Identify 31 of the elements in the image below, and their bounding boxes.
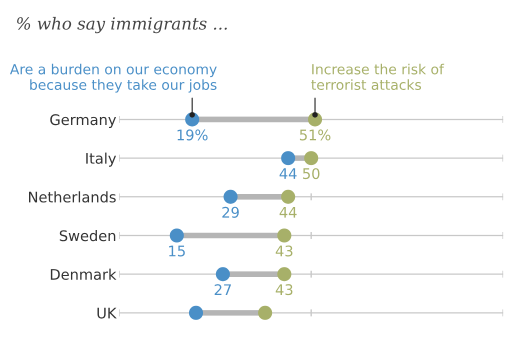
data-label: 43	[276, 284, 292, 296]
point	[277, 228, 292, 243]
y-tick-label: UK	[97, 308, 117, 319]
data-label: 15	[169, 246, 185, 256]
y-tick-label: Italy	[86, 152, 116, 167]
y-tick-label: Germany	[50, 114, 116, 128]
point	[224, 190, 238, 204]
point	[281, 151, 296, 166]
point	[170, 228, 184, 243]
data-label: 51%	[300, 129, 330, 140]
point	[304, 151, 318, 166]
point	[185, 112, 200, 126]
data-label: 44	[280, 206, 297, 218]
point	[216, 267, 230, 282]
point	[188, 306, 204, 320]
data-label: 44	[280, 168, 297, 179]
y-tick-label: Sweden	[60, 230, 116, 242]
data-label: 19%	[178, 129, 208, 140]
text: Are a burden on our economy because they take our jobs	[10, 64, 217, 93]
point	[258, 306, 272, 320]
chart-title: % who say immigrants ...	[17, 16, 227, 34]
data-label: 50	[303, 168, 320, 180]
series-label: Increase the risk of terrorist attacks	[311, 64, 444, 90]
y-tick-label: Denmark	[50, 268, 116, 280]
point	[277, 267, 292, 282]
y-tick-label: Netherlands	[29, 191, 116, 203]
point	[308, 112, 322, 126]
data-label: 43	[276, 245, 292, 256]
data-label: 29	[222, 206, 239, 218]
data-label: 27	[214, 284, 231, 295]
point	[281, 190, 296, 204]
